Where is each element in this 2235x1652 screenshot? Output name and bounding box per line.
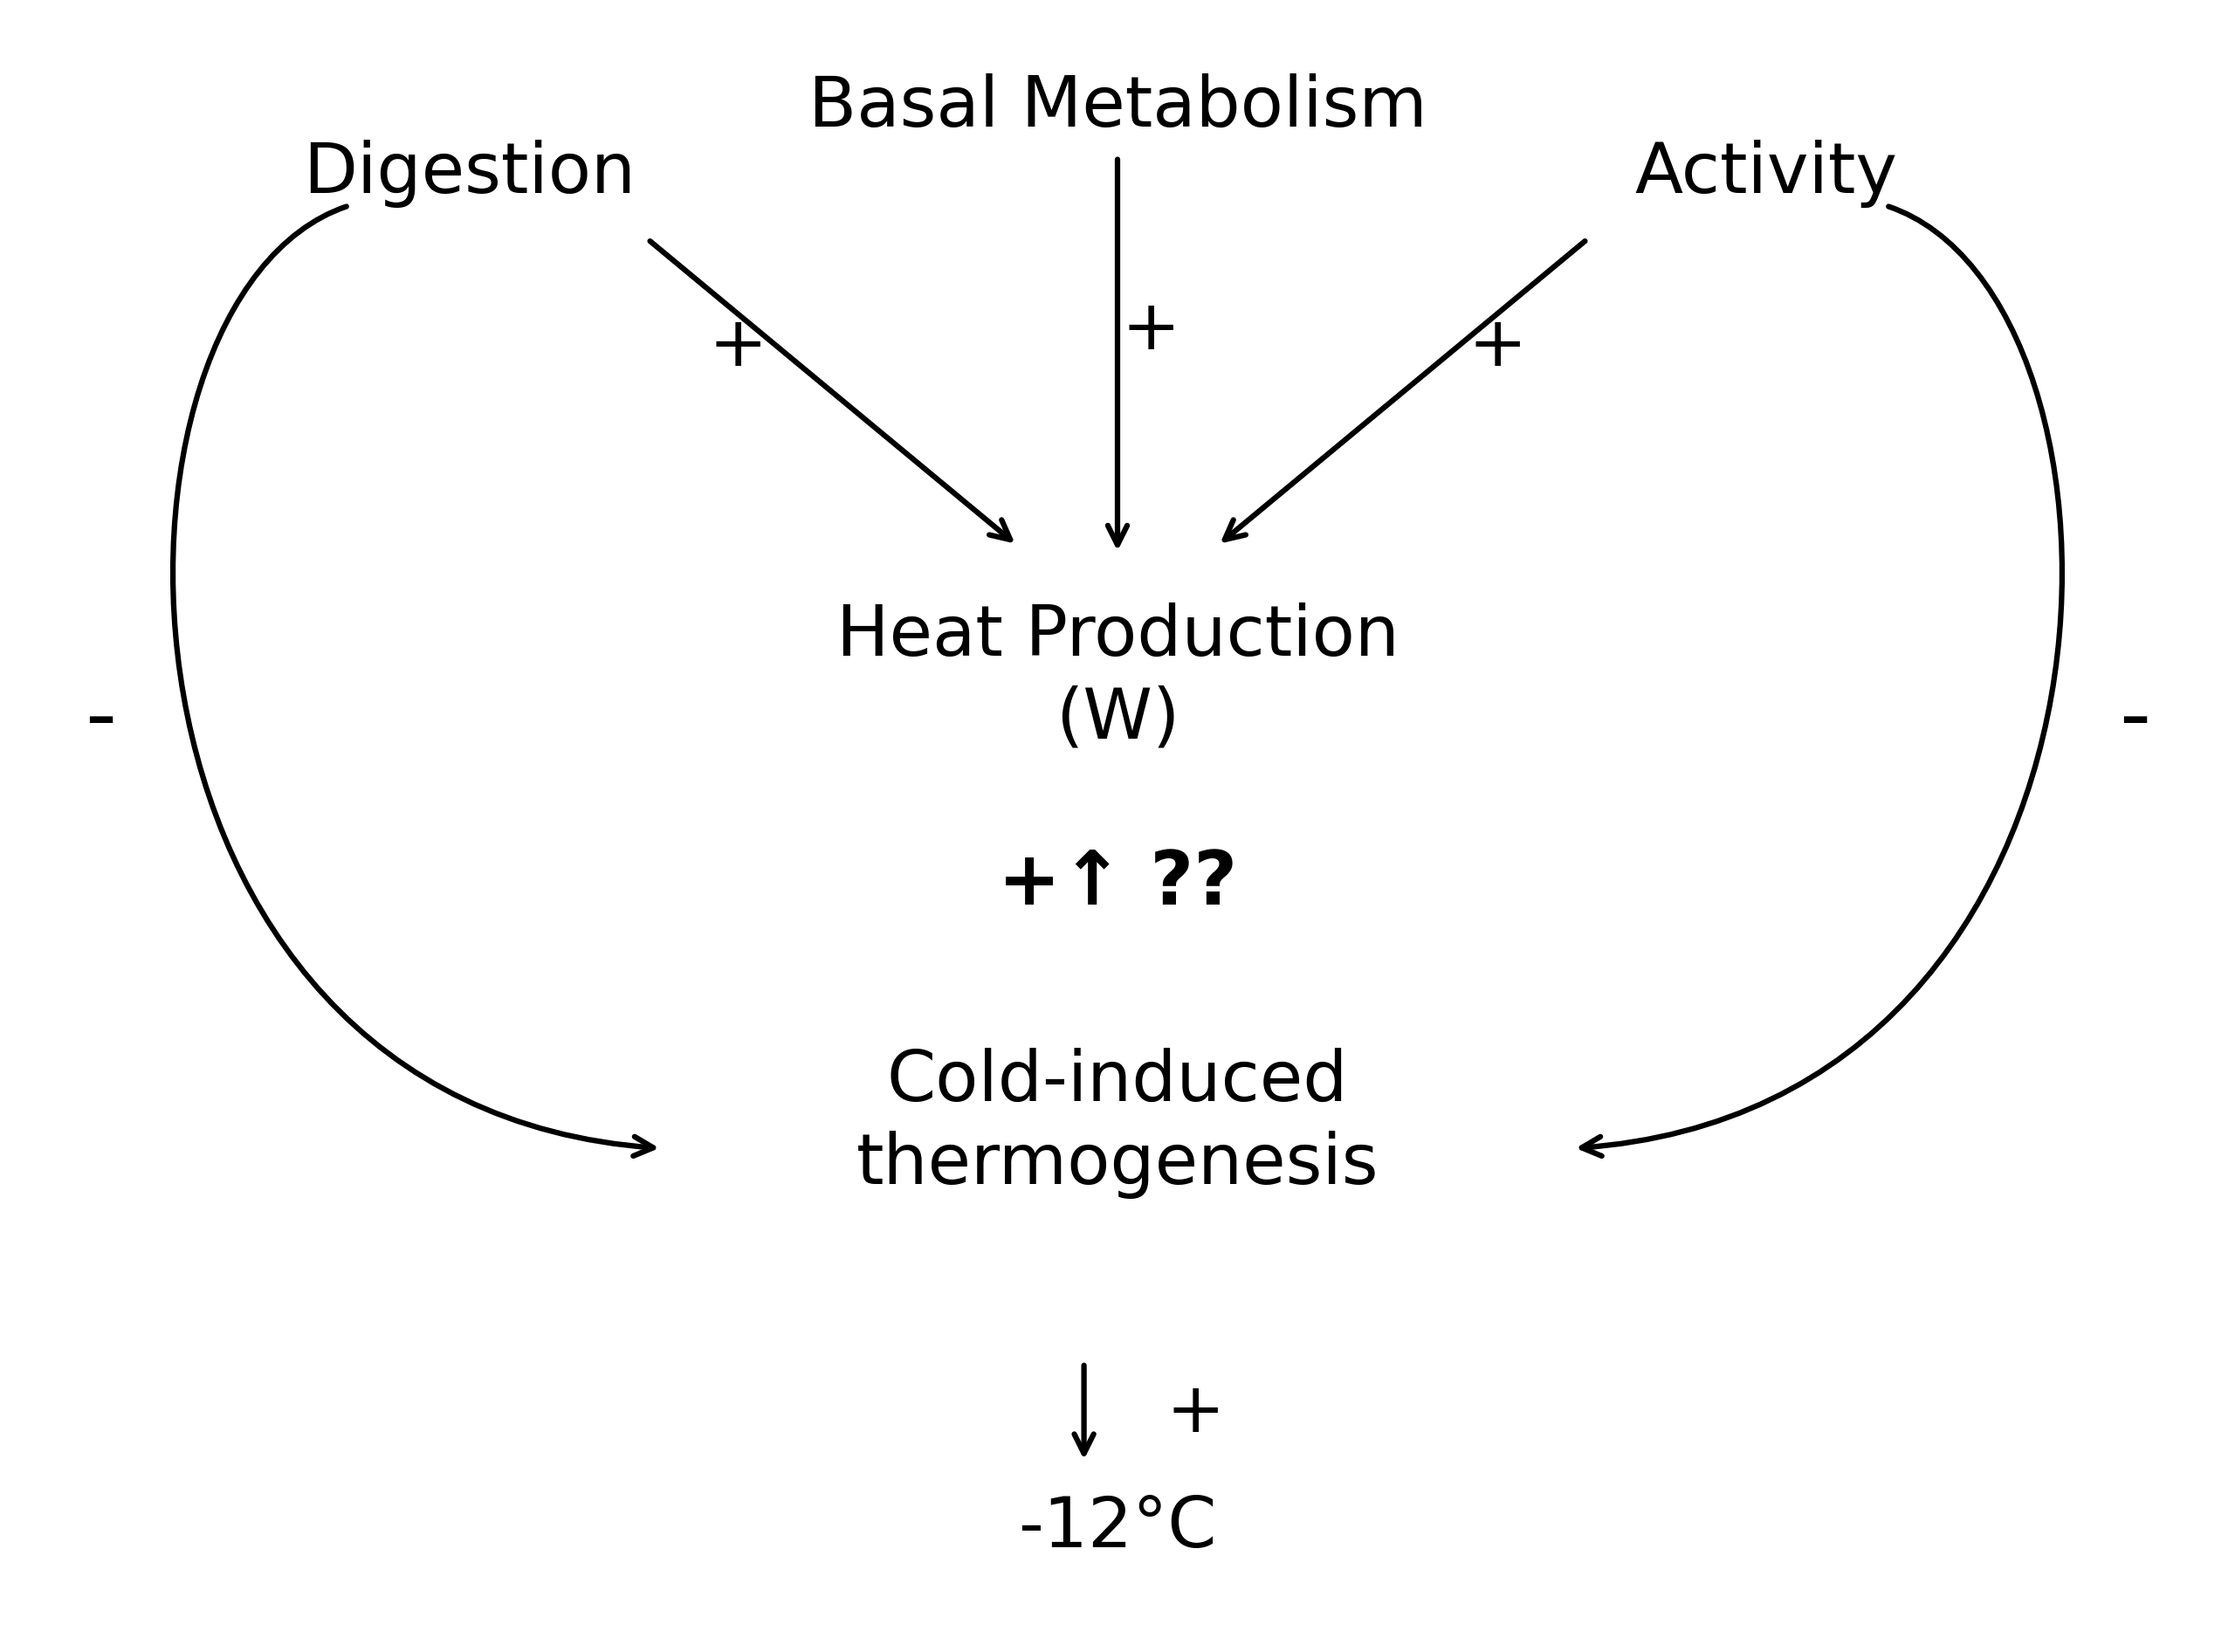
- Text: Cold-induced: Cold-induced: [887, 1047, 1348, 1117]
- Text: +: +: [708, 312, 767, 382]
- FancyArrowPatch shape: [172, 206, 653, 1156]
- Text: +↑ ??: +↑ ??: [997, 847, 1238, 920]
- Text: +: +: [1122, 296, 1180, 365]
- Text: (W): (W): [1055, 684, 1180, 753]
- Text: thermogenesis: thermogenesis: [856, 1130, 1379, 1199]
- Text: -12°C: -12°C: [1019, 1493, 1216, 1563]
- Text: +: +: [1167, 1378, 1225, 1447]
- Text: +: +: [1468, 312, 1527, 382]
- FancyArrowPatch shape: [1582, 206, 2063, 1156]
- Text: Basal Metabolism: Basal Metabolism: [809, 73, 1426, 142]
- Text: -: -: [85, 676, 116, 762]
- Text: Activity: Activity: [1634, 139, 1898, 208]
- Text: Heat Production: Heat Production: [836, 601, 1399, 671]
- Text: Digestion: Digestion: [304, 139, 635, 208]
- Text: -: -: [2119, 676, 2150, 762]
